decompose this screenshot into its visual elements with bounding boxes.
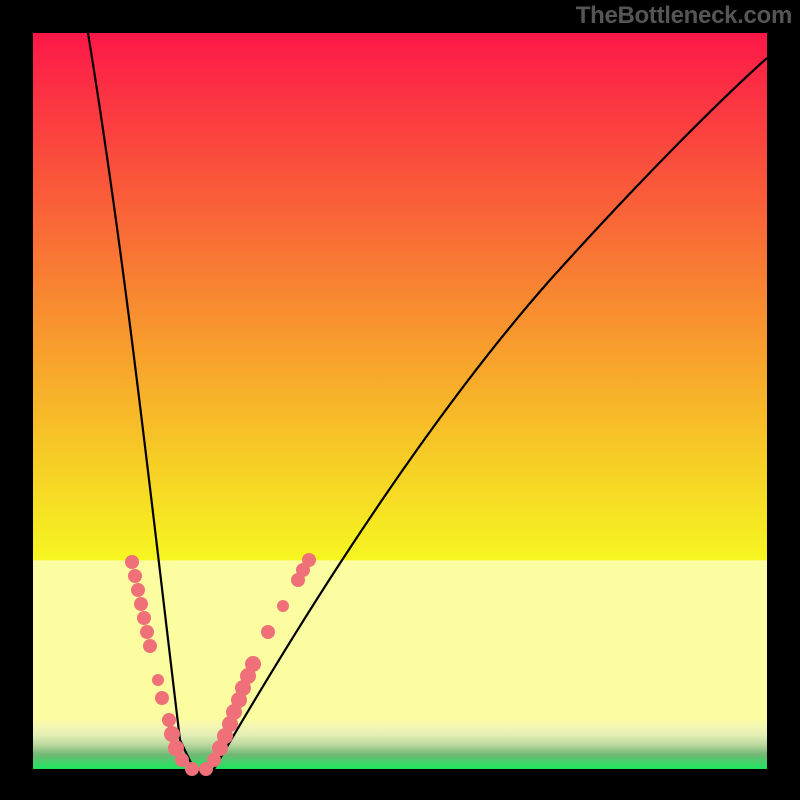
chart-container: { "watermark": "TheBottleneck.com", "cha…: [0, 0, 800, 800]
curve-marker: [261, 625, 275, 639]
curve-marker: [134, 597, 148, 611]
curve-marker: [128, 569, 142, 583]
curve-marker: [245, 656, 261, 672]
curve-marker: [152, 674, 164, 686]
bottleneck-chart: [0, 0, 800, 800]
curve-marker: [143, 639, 157, 653]
curve-marker: [277, 600, 289, 612]
curve-marker: [162, 713, 176, 727]
curve-marker: [155, 691, 169, 705]
curve-marker: [164, 726, 180, 742]
curve-marker: [131, 583, 145, 597]
curve-marker: [137, 611, 151, 625]
curve-marker: [302, 553, 316, 567]
watermark-text: TheBottleneck.com: [576, 2, 792, 30]
curve-marker: [140, 625, 154, 639]
curve-marker: [185, 762, 199, 776]
curve-marker: [125, 555, 139, 569]
plot-background: [33, 33, 767, 769]
